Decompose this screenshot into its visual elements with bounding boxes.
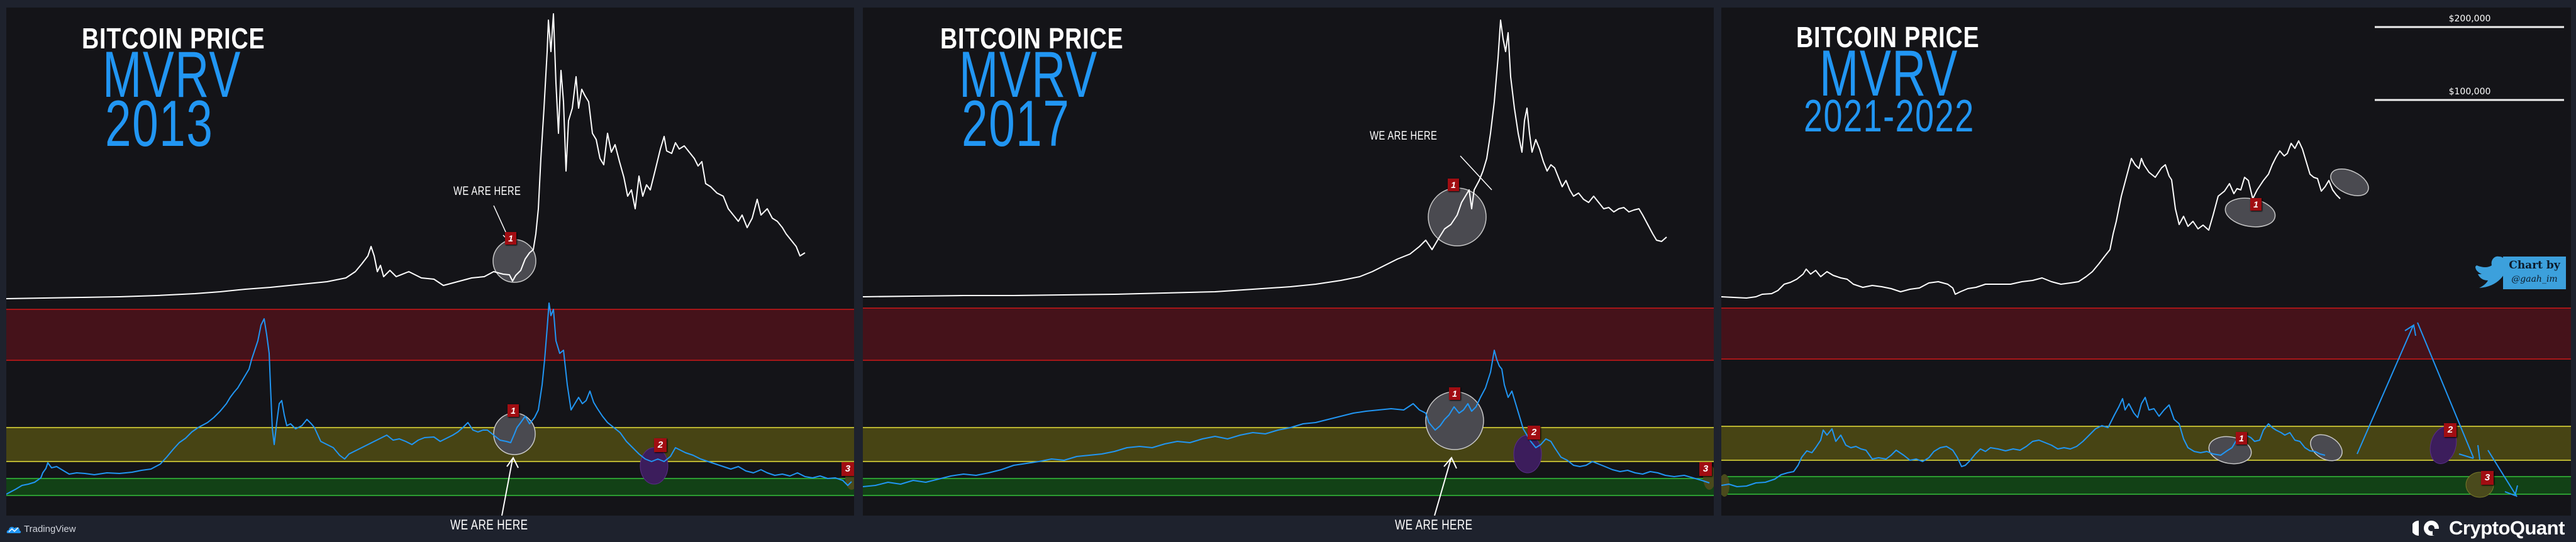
chart-canvas-2017 — [863, 19, 1714, 516]
price-level-200k-label: $200,000 — [2448, 14, 2491, 24]
title-bitcoin-price: BITCOIN PRICE — [82, 22, 265, 55]
badge-2-mvrv: 2 — [654, 438, 667, 452]
price-line — [1721, 140, 2341, 299]
arrow-we-are-here-bottom — [1434, 458, 1452, 516]
chart-panel-2013: BITCOIN PRICE MVRV 2013 WE ARE HERE 1 1 … — [6, 8, 854, 516]
title-mvrv: MVRV — [103, 38, 242, 111]
mvrv-line — [6, 302, 852, 495]
title-mvrv: MVRV — [1819, 37, 1958, 110]
price-line — [6, 13, 806, 299]
watermark-box: Chart by @gaah_im — [2503, 257, 2566, 289]
title-bitcoin-price: BITCOIN PRICE — [1796, 21, 1980, 53]
cryptoquant-label: CryptoQuant — [2449, 517, 2565, 539]
annotation-we-are-here-top: WE ARE HERE — [453, 185, 521, 198]
watermark-line1: Chart by — [2509, 259, 2560, 272]
badge-1-mvrv: 1 — [1449, 387, 1460, 400]
title-year: 2013 — [105, 87, 214, 160]
badge-1-mvrv: 1 — [2236, 432, 2247, 445]
cryptoquant-mark-icon — [2412, 521, 2439, 536]
badge-1-price: 1 — [1448, 179, 1459, 191]
zone-bands — [863, 307, 1714, 496]
annotation-we-are-here-bottom-2017: WE ARE HERE — [1395, 517, 1473, 533]
tradingview-cloud-icon — [6, 526, 21, 533]
badge-2-mvrv: 2 — [1528, 426, 1540, 440]
badge-1-mvrv: 1 — [508, 404, 519, 417]
watermark-line2: @gaah_im — [2511, 274, 2558, 284]
tradingview-logo: TradingView — [6, 524, 76, 534]
badge-3-mvrv: 3 — [2481, 471, 2494, 485]
chart-canvas-2013 — [6, 13, 854, 516]
mvrv-line — [863, 350, 1710, 487]
projection-arrows — [2357, 322, 2518, 497]
annotation-we-are-here-bottom-2013: WE ARE HERE — [450, 517, 528, 533]
badge-1-price: 1 — [2250, 198, 2262, 211]
olive-ellipse — [1721, 474, 1729, 497]
title-mvrv: MVRV — [959, 38, 1098, 111]
highlight-circle — [1428, 187, 1487, 246]
arrow-we-are-here-top — [1460, 155, 1492, 191]
purple-ellipse — [1513, 434, 1542, 473]
zone-bands — [6, 309, 854, 496]
title-year: 2021-2022 — [1804, 91, 1975, 141]
title-year: 2017 — [962, 87, 1070, 160]
chart-panel-2021-2022: BITCOIN PRICE MVRV 2021-2022 $200,000 $1… — [1721, 8, 2571, 516]
price-line — [863, 19, 1667, 297]
title-bitcoin-price: BITCOIN PRICE — [940, 22, 1124, 55]
highlight-circle — [1425, 391, 1484, 450]
arrow-we-are-here-bottom — [501, 458, 513, 516]
arrowhead-icon — [506, 456, 519, 468]
badge-3-mvrv: 3 — [1699, 462, 1712, 476]
chart-panel-2017: BITCOIN PRICE MVRV 2017 WE ARE HERE 1 1 … — [863, 8, 1714, 516]
highlight-circle — [492, 239, 536, 283]
purple-ellipse — [640, 447, 669, 485]
badge-1-price: 1 — [505, 232, 516, 245]
annotation-we-are-here-top: WE ARE HERE — [1370, 130, 1438, 143]
highlight-ellipse — [2330, 169, 2369, 196]
price-level-100k-label: $100,000 — [2448, 87, 2491, 97]
highlight-ellipse — [2310, 434, 2343, 462]
badge-3-mvrv: 3 — [841, 462, 854, 476]
badge-2-mvrv: 2 — [2444, 423, 2457, 437]
twitter-bird-icon — [2475, 256, 2508, 288]
arrowhead-icon — [1443, 456, 1457, 469]
twitter-watermark: Chart by @gaah_im — [2470, 252, 2571, 296]
tradingview-label: TradingView — [24, 524, 76, 534]
cryptoquant-logo: CryptoQuant — [2412, 517, 2565, 539]
chart-canvas-2021-2022 — [1721, 26, 2571, 498]
